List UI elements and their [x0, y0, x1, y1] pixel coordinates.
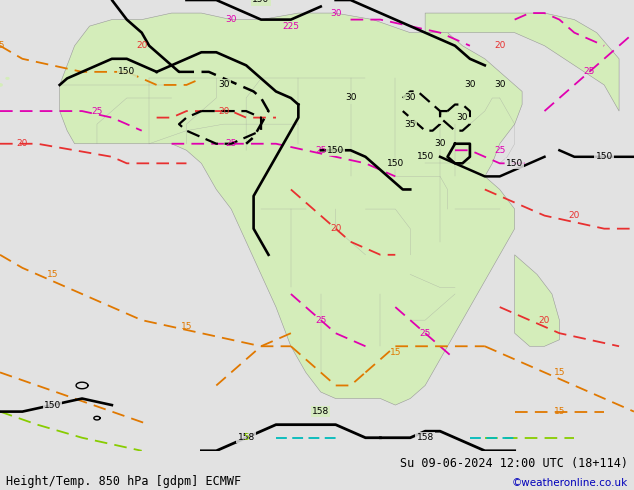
Text: 25: 25: [315, 146, 327, 155]
Text: Height/Temp. 850 hPa [gdpm] ECMWF: Height/Temp. 850 hPa [gdpm] ECMWF: [6, 474, 242, 488]
Text: 30: 30: [464, 80, 476, 90]
Text: 15: 15: [0, 41, 6, 50]
Text: 30: 30: [330, 8, 341, 18]
Text: 25: 25: [583, 67, 595, 76]
Text: 30: 30: [226, 15, 237, 24]
Text: 15: 15: [553, 407, 565, 416]
Text: 20: 20: [494, 41, 505, 50]
Polygon shape: [60, 13, 522, 405]
Text: 15: 15: [389, 348, 401, 357]
Text: 30: 30: [494, 80, 505, 90]
Text: 30: 30: [218, 80, 230, 90]
Text: 30: 30: [434, 139, 446, 148]
Text: 20: 20: [218, 106, 230, 116]
Text: 20: 20: [569, 211, 580, 220]
Text: 25: 25: [91, 106, 103, 116]
Polygon shape: [515, 255, 559, 346]
Text: 150: 150: [44, 400, 61, 410]
Text: 35: 35: [404, 120, 416, 129]
Text: 150: 150: [118, 67, 136, 76]
Text: 30: 30: [404, 94, 416, 102]
Text: 150: 150: [506, 159, 523, 168]
Polygon shape: [6, 77, 9, 79]
Text: 158: 158: [417, 433, 434, 442]
Text: 20: 20: [330, 224, 341, 233]
Text: 158: 158: [238, 433, 255, 442]
Text: 150: 150: [252, 0, 269, 4]
Text: 25: 25: [315, 316, 327, 325]
Text: 15: 15: [181, 322, 192, 331]
Text: 15: 15: [553, 368, 565, 377]
Text: 20: 20: [136, 41, 148, 50]
Text: ©weatheronline.co.uk: ©weatheronline.co.uk: [512, 478, 628, 488]
Text: 20: 20: [539, 316, 550, 325]
Text: Su 09-06-2024 12:00 UTC (18+114): Su 09-06-2024 12:00 UTC (18+114): [399, 457, 628, 470]
Text: 225: 225: [282, 22, 299, 31]
Text: 15: 15: [46, 270, 58, 279]
Text: 25: 25: [420, 329, 431, 338]
Polygon shape: [0, 84, 3, 86]
Text: 5: 5: [243, 433, 249, 442]
Text: 158: 158: [312, 407, 329, 416]
Text: 20: 20: [16, 139, 28, 148]
Text: 150: 150: [417, 152, 434, 161]
Text: 25: 25: [226, 139, 237, 148]
Text: 150: 150: [327, 146, 344, 155]
Text: 30: 30: [345, 94, 356, 102]
Polygon shape: [425, 13, 619, 111]
Text: 30: 30: [456, 113, 468, 122]
Text: 150: 150: [595, 152, 613, 161]
Text: 150: 150: [387, 159, 404, 168]
Text: 25: 25: [494, 146, 505, 155]
